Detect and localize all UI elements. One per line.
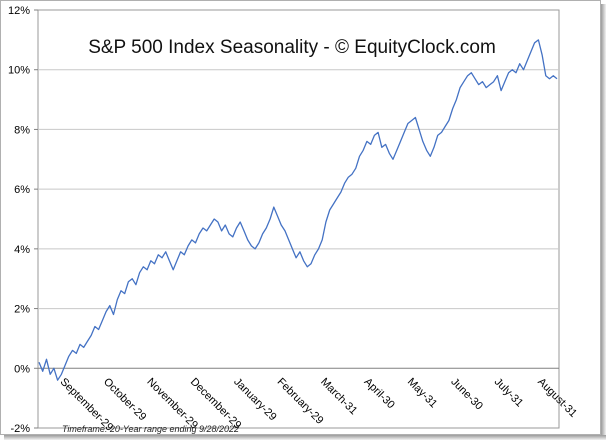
frame-shadow-bottom <box>4 435 606 440</box>
y-axis-ticks: -2% 0% 2% 4% 6% 8% 10% 12% <box>8 5 38 435</box>
plot-area <box>37 9 560 429</box>
y-tick-label: 6% <box>14 184 30 196</box>
y-tick-label: 2% <box>14 304 30 316</box>
chart-title: S&P 500 Index Seasonality - © EquityCloc… <box>88 37 496 58</box>
timeframe-note: Timeframe: 20-Year range ending 9/28/202… <box>62 424 239 434</box>
series-line <box>38 39 558 381</box>
y-tick-label: 10% <box>8 65 30 77</box>
y-tick-label: -2% <box>10 423 30 435</box>
y-tick-label: 0% <box>14 363 30 375</box>
y-tick-label: 4% <box>14 244 30 256</box>
frame-shadow-right <box>601 4 606 439</box>
y-tick-label: 8% <box>14 124 30 136</box>
gridlines <box>38 69 559 369</box>
y-tick-label: 12% <box>8 5 30 17</box>
